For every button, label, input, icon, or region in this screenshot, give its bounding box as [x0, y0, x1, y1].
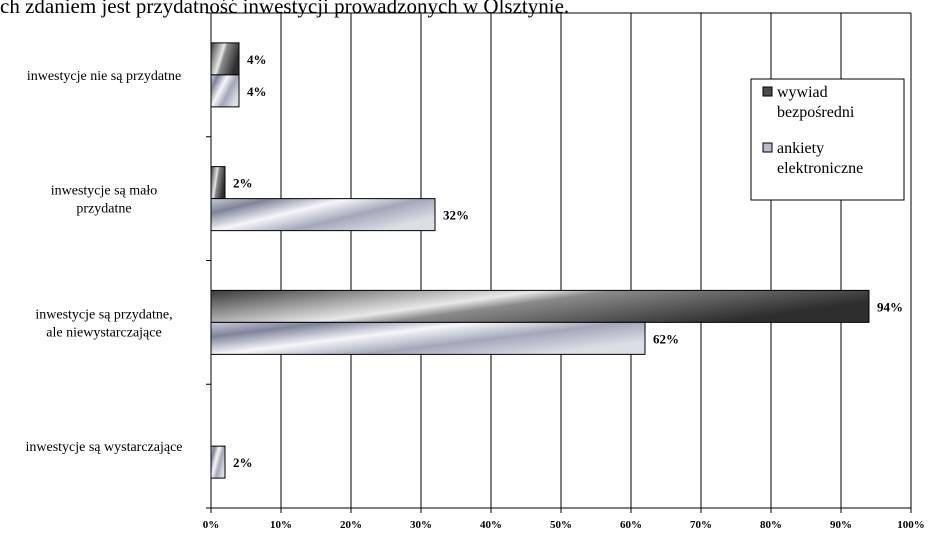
x-tick-label: 10% — [270, 519, 292, 531]
legend-entry: wywiad bezpośredni — [777, 84, 855, 121]
bar — [210, 445, 226, 479]
x-tick-label: 70% — [690, 519, 712, 531]
x-tick-label: 30% — [410, 519, 432, 531]
legend-swatch — [762, 86, 773, 97]
data-label: 94% — [877, 299, 903, 314]
data-label: 2% — [233, 455, 253, 470]
x-tick-label: 60% — [620, 519, 642, 531]
bar — [210, 74, 240, 108]
x-tick-label: 100% — [897, 519, 925, 531]
legend-entry: ankiety elektroniczne — [777, 140, 863, 177]
x-tick-label: 0% — [203, 519, 220, 531]
category-label: inwestycje nie są przydatne — [27, 69, 181, 84]
x-tick-label: 50% — [550, 519, 572, 531]
data-label: 62% — [653, 331, 679, 346]
category-label: inwestycje są wystarczające — [25, 440, 182, 455]
bar — [210, 321, 646, 355]
legend: wywiad bezpośredni ankiety elektroniczne — [750, 78, 905, 201]
legend-swatch — [762, 142, 773, 153]
data-label: 2% — [233, 176, 253, 191]
bar — [210, 166, 226, 200]
bar — [210, 289, 870, 323]
data-label: 4% — [247, 84, 267, 99]
x-tick-label: 90% — [830, 519, 852, 531]
data-label: 32% — [443, 208, 469, 223]
plot-area: 0% 10% 20% 30% 40% 50% 60% 70% 80% 90% 100% inwesty… — [25, 12, 925, 531]
x-tick-label: 20% — [340, 519, 362, 531]
category-label: inwestycje są mało przydatne — [51, 184, 158, 217]
x-tick-label: 40% — [480, 519, 502, 531]
bar — [210, 198, 436, 232]
data-label: 4% — [247, 52, 267, 67]
category-label: inwestycje są przydatne, ale niewystarcza… — [35, 307, 172, 340]
bar — [210, 42, 240, 76]
x-tick-label: 80% — [760, 519, 782, 531]
legend-box — [750, 78, 905, 201]
